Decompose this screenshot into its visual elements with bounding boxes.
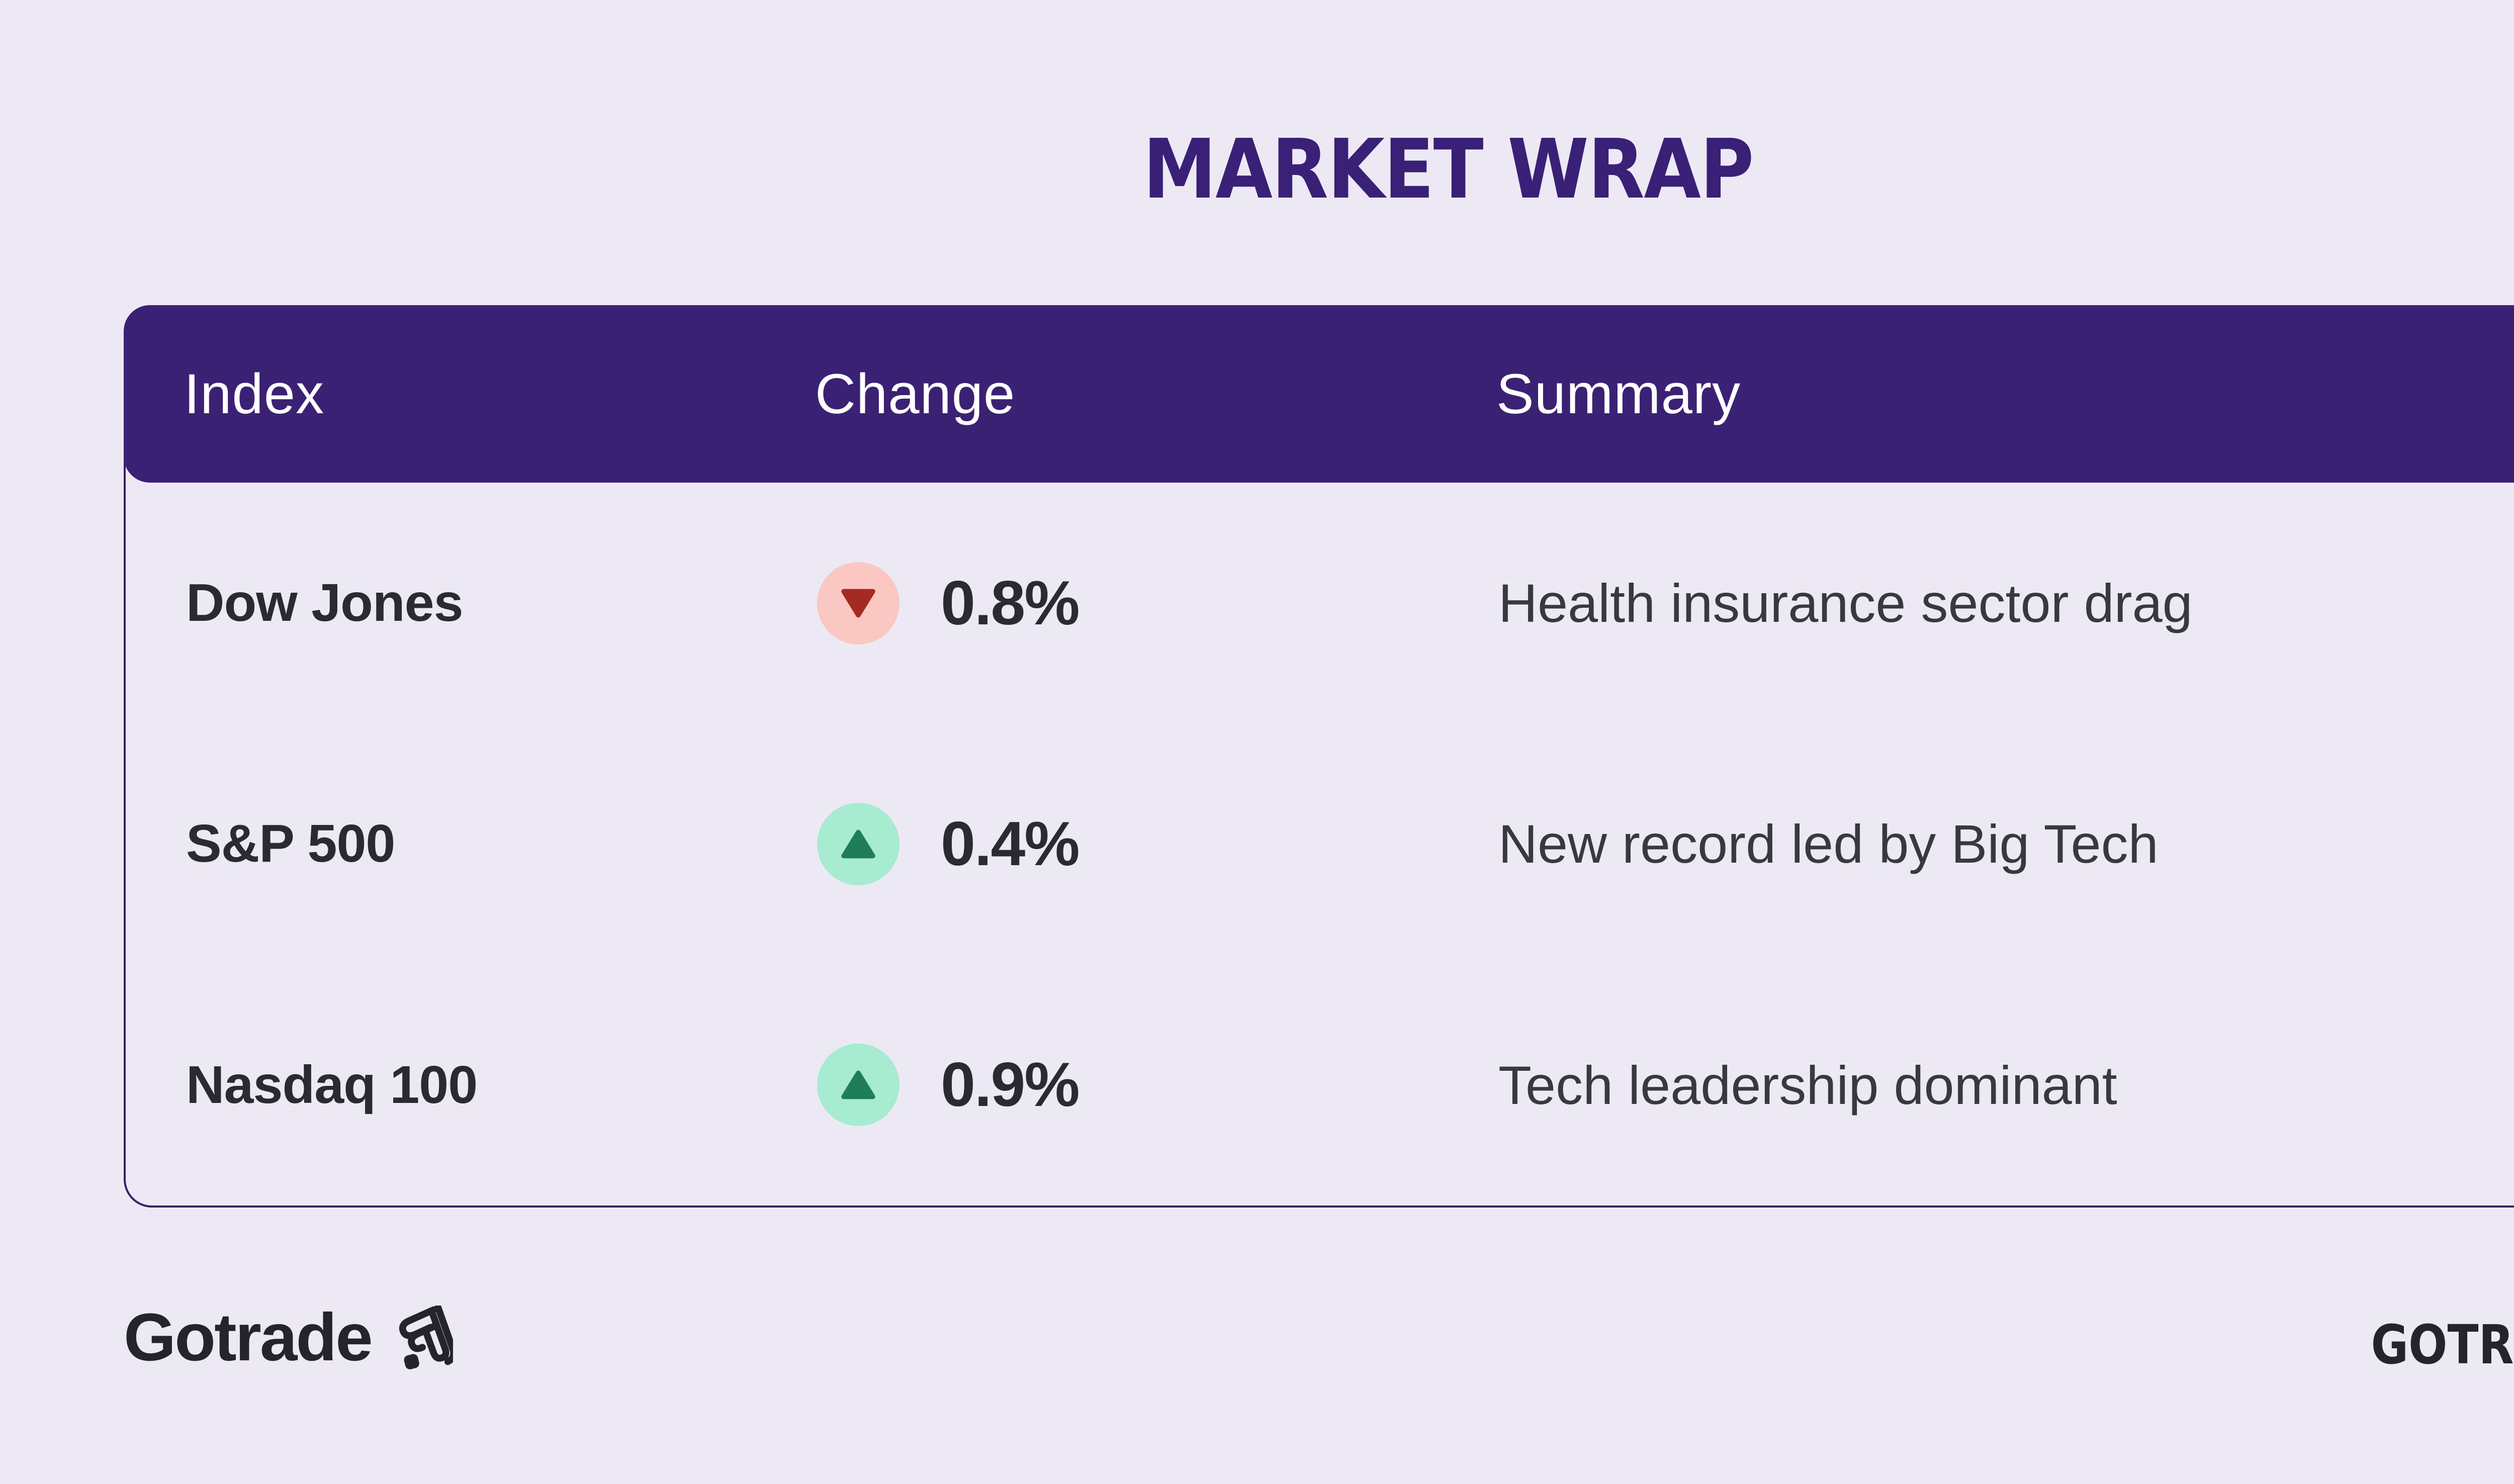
index-name: S&P 500 <box>186 814 395 874</box>
summary-text: Health insurance sector drag <box>1498 573 2193 634</box>
column-header-summary: Summary <box>1496 362 1741 425</box>
change-chip <box>817 1044 900 1127</box>
change-percent: 0.9% <box>941 1050 1080 1120</box>
index-name: Dow Jones <box>186 573 464 633</box>
gotrade-daily-masthead: GOTRADE DAILY <box>2371 1314 2514 1376</box>
table-body: Dow Jones 0.8% Health insurance sector d… <box>126 483 2514 1205</box>
page-title: MARKET WRAP <box>1143 122 1754 217</box>
market-table-card: Index Change Summary Dow Jones 0.8% Heal… <box>124 305 2514 1208</box>
gotrade-logo: Gotrade <box>124 1300 453 1376</box>
triangle-down-icon <box>841 589 875 617</box>
change-chip <box>817 802 900 885</box>
change-cell: 0.9% <box>817 1044 1498 1127</box>
column-header-index: Index <box>184 362 324 425</box>
gotrade-wordmark: Gotrade <box>124 1300 373 1375</box>
triangle-up-icon <box>841 829 875 859</box>
change-percent: 0.4% <box>941 809 1080 879</box>
table-header-row: Index Change Summary <box>124 305 2514 483</box>
change-chip <box>817 562 900 644</box>
summary-text: Tech leadership dominant <box>1498 1054 2117 1116</box>
table-row: Dow Jones 0.8% Health insurance sector d… <box>186 483 2514 723</box>
table-row: S&P 500 0.4% New record led by Big Tech <box>186 723 2514 964</box>
summary-text: New record led by Big Tech <box>1498 813 2159 875</box>
gotrade-arrow-icon <box>399 1306 453 1369</box>
change-cell: 0.8% <box>817 562 1498 644</box>
table-row: Nasdaq 100 0.9% Tech leadership dominant <box>186 965 2514 1205</box>
column-header-change: Change <box>815 362 1016 425</box>
change-percent: 0.8% <box>941 568 1080 638</box>
index-name: Nasdaq 100 <box>186 1055 478 1115</box>
change-cell: 0.4% <box>817 802 1498 885</box>
triangle-up-icon <box>841 1071 875 1099</box>
